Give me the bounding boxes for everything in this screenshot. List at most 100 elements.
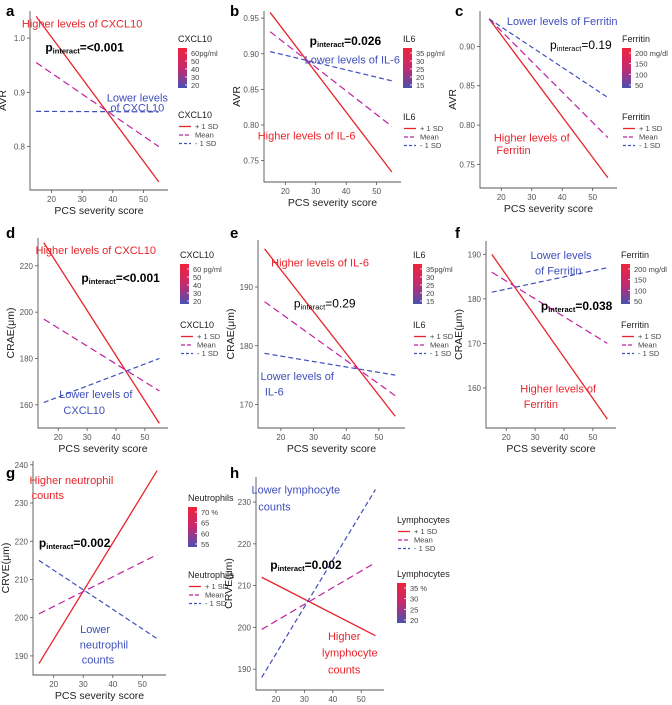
color-bar-label: 70 % (201, 508, 218, 517)
p-value: =0.002 (73, 536, 110, 550)
p-main: p (550, 38, 557, 52)
line-legend-title: CXCL10 (178, 110, 212, 120)
series-line-low (43, 357, 160, 404)
color-bar-label: 20 (193, 297, 201, 306)
x-axis-label: PCS severity score (55, 690, 144, 702)
color-bar-label: 50 (634, 297, 642, 306)
p-interact-label: pinteract=0.19 (550, 38, 612, 53)
p-sub: interact (301, 303, 327, 312)
x-tick-label: 50 (588, 433, 597, 442)
x-tick-label: 20 (502, 433, 511, 442)
x-tick-label: 40 (342, 433, 351, 442)
p-value: =0.026 (344, 34, 381, 48)
y-tick-label: 210 (15, 575, 29, 584)
p-sub: interact (317, 40, 345, 49)
y-tick-label: 170 (240, 401, 254, 410)
color-bar-label: 35pg/ml (426, 265, 453, 274)
line-legend-title: IL6 (403, 112, 416, 122)
series-line-mean (269, 31, 393, 127)
y-tick-label: 190 (240, 283, 254, 292)
x-axis-label: PCS severity score (58, 443, 147, 455)
y-tick-label: 210 (238, 582, 252, 591)
x-tick-label: 20 (276, 433, 285, 442)
y-tick-label: 0.9 (14, 88, 26, 97)
annotation-high: lymphocyte (322, 648, 378, 660)
annotation-low: counts (258, 501, 291, 513)
color-bar-label: 25 (410, 605, 418, 614)
annotation-low: Lower levels of Ferritin (507, 16, 618, 28)
series-line-high (38, 470, 158, 664)
y-tick-label: 230 (15, 499, 29, 508)
series-line-low (36, 110, 159, 113)
panel-c: c 20 30 40 50 0.75 0.80 0.85 0.90 PCS severity sc… (447, 3, 668, 215)
p-value: =<0.001 (116, 271, 160, 285)
x-tick-label: 30 (311, 187, 320, 196)
color-bar-label: 30 (426, 273, 434, 282)
x-tick-label: 30 (309, 433, 318, 442)
color-legend-title: CXCL10 (178, 34, 212, 44)
p-main: p (310, 34, 317, 48)
legend-label-mean: Mean (639, 133, 658, 142)
y-axis-label: AVR (447, 89, 459, 110)
panel-letter-b: b (230, 3, 239, 20)
x-axis-label: PCS severity score (54, 205, 143, 217)
line-legend-title: Ferritin (622, 112, 650, 122)
annotation-high: Higher levels of CXCL10 (22, 18, 142, 30)
color-bar-label: 200 mg/dl (635, 49, 668, 58)
y-tick-label: 0.85 (459, 82, 475, 91)
legend-label-low: - 1 SD (639, 141, 661, 150)
series-line-mean (38, 554, 158, 615)
color-bar-label: 25 (416, 65, 424, 74)
y-axis-label: CRAE(μm) (453, 309, 465, 360)
annotation-low: neutrophil (80, 639, 128, 651)
axes-c (479, 11, 617, 189)
series-line-low (264, 352, 396, 376)
p-main: p (45, 41, 52, 55)
x-tick-label: 40 (108, 680, 117, 689)
series-line-mean (264, 301, 396, 397)
legend-label-high: + 1 SD (420, 124, 444, 133)
color-bar (178, 48, 187, 88)
annotation-high: Higher neutrophil (30, 475, 114, 487)
y-tick-label: 220 (15, 537, 29, 546)
series-line-mean (43, 318, 160, 392)
color-bar-label: 30 (191, 73, 199, 82)
annotation-low: Lower levels (531, 250, 593, 262)
color-bar-label: 20 (191, 81, 199, 90)
x-tick-label: 30 (83, 433, 92, 442)
p-sub: interact (548, 305, 576, 314)
color-bar-label: 100 (635, 70, 648, 79)
legend-label-mean: Mean (420, 133, 439, 142)
annotation-high: Higher levels of CXCL10 (36, 245, 156, 257)
x-tick-label: 50 (139, 195, 148, 204)
color-legend-title: IL6 (413, 250, 426, 260)
p-interact-label: pinteract=<0.001 (81, 271, 160, 286)
color-bar-label: 25 (426, 281, 434, 290)
series-line-high (35, 16, 160, 183)
line-legend-title: IL6 (413, 320, 426, 330)
legend-label-high: + 1 SD (430, 332, 454, 341)
color-legend-title: Lymphocytes (397, 569, 450, 579)
axes-a (29, 11, 168, 191)
annotation-low: Lower levels of (59, 389, 133, 401)
p-sub: interact (53, 47, 81, 56)
color-bar-label: 50 (635, 81, 643, 90)
color-bar-label: 35 pg/ml (416, 49, 445, 58)
legend-label-low: - 1 SD (205, 599, 227, 608)
color-bar-label: 30 (193, 289, 201, 298)
annotation-high: Ferritin (524, 399, 558, 411)
p-sub: interact (46, 542, 74, 551)
x-tick-label: 30 (79, 680, 88, 689)
color-bar-label: 30 (410, 595, 418, 604)
x-tick-label: 30 (527, 193, 536, 202)
y-tick-label: 180 (240, 342, 254, 351)
legend-label-low: - 1 SD (197, 349, 219, 358)
legend-label-low: - 1 SD (414, 544, 436, 553)
p-main: p (39, 536, 46, 550)
x-axis-label: PCS severity score (504, 203, 593, 215)
y-tick-label: 180 (20, 354, 34, 363)
line-legend-title: Ferritin (621, 320, 649, 330)
series-line-high (43, 242, 160, 424)
axes-g (32, 461, 166, 676)
